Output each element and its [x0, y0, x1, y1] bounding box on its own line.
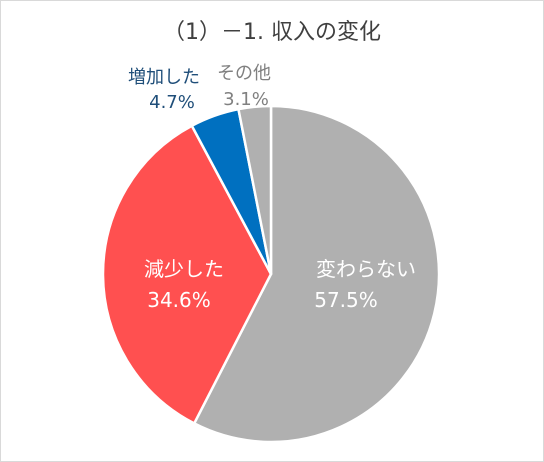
pie-slice-3: [237, 104, 273, 276]
pie-slice-0: [192, 104, 441, 444]
slice-label-1: 減少した: [144, 257, 224, 281]
chart-title: （1）－1. 収入の変化: [163, 20, 381, 45]
slice-label-2: 増加した: [128, 67, 200, 88]
slice-value-1: 34.6%: [147, 288, 211, 312]
slice-label-3: その他: [217, 63, 271, 84]
slice-label-0: 変わらない: [316, 257, 416, 281]
slice-value-0: 57.5%: [314, 288, 378, 312]
slice-value-3: 3.1%: [223, 89, 269, 110]
pie-slice-1: [101, 124, 273, 425]
slice-value-2: 4.7%: [149, 92, 195, 113]
